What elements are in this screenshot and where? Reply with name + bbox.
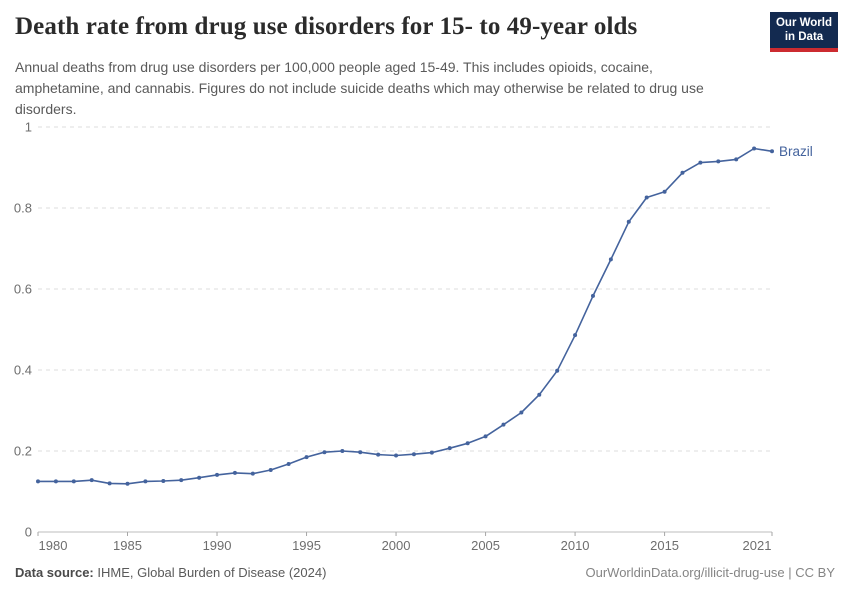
data-point bbox=[358, 450, 363, 455]
footer-link[interactable]: OurWorldinData.org/illicit-drug-use | CC… bbox=[585, 565, 836, 580]
x-tick-label: 1985 bbox=[113, 538, 142, 553]
data-point bbox=[125, 481, 130, 486]
x-tick-label: 1995 bbox=[292, 538, 321, 553]
data-point bbox=[268, 468, 273, 473]
data-point bbox=[590, 293, 595, 298]
data-point bbox=[519, 410, 524, 415]
data-point bbox=[716, 159, 721, 164]
data-point bbox=[770, 149, 774, 154]
page-title: Death rate from drug use disorders for 1… bbox=[15, 13, 638, 40]
data-point bbox=[537, 392, 542, 397]
data-source-text: IHME, Global Burden of Disease (2024) bbox=[93, 565, 327, 580]
data-point bbox=[250, 471, 255, 476]
data-point bbox=[340, 449, 345, 453]
owid-logo[interactable]: Our World in Data bbox=[770, 12, 838, 52]
data-point bbox=[734, 157, 739, 162]
data-point bbox=[376, 452, 381, 457]
x-tick-label: 2005 bbox=[471, 538, 500, 553]
data-point bbox=[555, 368, 560, 373]
owid-logo-line1: Our World bbox=[775, 17, 832, 29]
data-line bbox=[37, 147, 773, 485]
y-tick-label: 0.4 bbox=[14, 363, 32, 378]
data-point bbox=[232, 470, 237, 475]
data-point bbox=[179, 478, 184, 483]
data-point bbox=[71, 479, 76, 484]
data-point bbox=[698, 160, 703, 165]
y-tick-label: 0.2 bbox=[14, 444, 32, 459]
data-point bbox=[429, 450, 434, 455]
y-tick-label: 0 bbox=[25, 525, 32, 540]
data-source: Data source: IHME, Global Burden of Dise… bbox=[15, 565, 326, 580]
data-point bbox=[411, 452, 416, 457]
data-point bbox=[197, 475, 202, 480]
x-tick-label: 2015 bbox=[650, 538, 679, 553]
data-point bbox=[752, 146, 757, 151]
series-label: Brazil bbox=[779, 144, 813, 159]
data-point bbox=[626, 219, 631, 224]
y-tick-label: 0.8 bbox=[14, 201, 32, 216]
data-point bbox=[322, 450, 327, 455]
data-point bbox=[644, 195, 649, 200]
data-point bbox=[304, 455, 309, 460]
x-tick-label: 2021 bbox=[743, 538, 772, 553]
y-tick-label: 1 bbox=[25, 120, 32, 135]
x-tick-label: 2000 bbox=[382, 538, 411, 553]
x-tick-label: 1980 bbox=[39, 538, 68, 553]
chart-footer: Data source: IHME, Global Burden of Dise… bbox=[15, 565, 835, 580]
data-point bbox=[465, 441, 470, 446]
data-point bbox=[107, 481, 112, 486]
y-tick-label: 0.6 bbox=[14, 282, 32, 297]
x-tick-label: 2010 bbox=[561, 538, 590, 553]
data-point bbox=[680, 170, 685, 175]
data-point bbox=[161, 478, 166, 483]
data-point bbox=[286, 461, 291, 466]
data-point bbox=[143, 479, 148, 484]
data-point bbox=[573, 333, 578, 338]
data-point bbox=[394, 453, 399, 458]
x-tick-label: 1990 bbox=[203, 538, 232, 553]
data-point bbox=[662, 189, 667, 194]
owid-logo-line2: in Data bbox=[784, 30, 824, 43]
data-point bbox=[89, 478, 94, 483]
data-point bbox=[608, 257, 613, 262]
data-point bbox=[215, 472, 220, 477]
data-point bbox=[483, 434, 488, 439]
data-point bbox=[501, 422, 506, 427]
data-point bbox=[447, 446, 452, 451]
data-source-label: Data source: bbox=[15, 565, 94, 580]
data-point bbox=[53, 479, 58, 484]
chart-subtitle: Annual deaths from drug use disorders pe… bbox=[15, 59, 704, 117]
data-point bbox=[36, 479, 40, 484]
